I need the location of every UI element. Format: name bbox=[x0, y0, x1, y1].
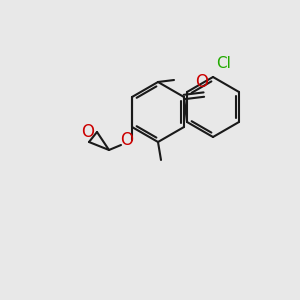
Text: Cl: Cl bbox=[216, 56, 231, 71]
Text: O: O bbox=[121, 131, 134, 149]
Text: O: O bbox=[195, 73, 208, 91]
Text: O: O bbox=[82, 123, 94, 141]
